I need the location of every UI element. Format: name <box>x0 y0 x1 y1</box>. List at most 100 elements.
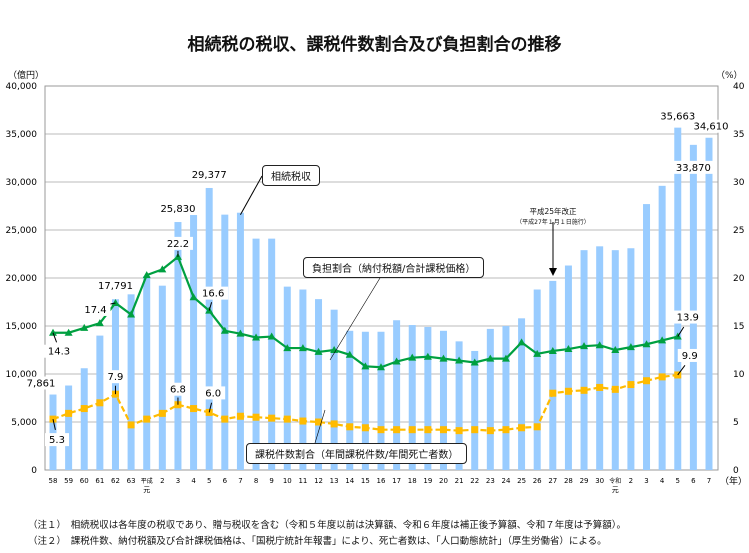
square-marker <box>658 373 666 381</box>
square-marker <box>236 412 244 420</box>
triangle-marker <box>642 340 651 348</box>
triangle-marker <box>127 310 136 318</box>
x-tick-label: 元 <box>612 486 619 494</box>
square-marker <box>564 387 572 395</box>
bar-data-label: 25,830 <box>160 204 195 215</box>
bar-data-label: 29,377 <box>192 170 227 181</box>
square-marker <box>486 427 494 435</box>
bar <box>111 299 119 470</box>
taxable-ratio-data-label: 6.8 <box>170 385 186 396</box>
square-marker <box>502 426 510 434</box>
square-marker <box>471 426 479 434</box>
bar-data-label-bg <box>690 119 732 133</box>
triangle-marker <box>611 346 620 353</box>
y-right-tick-label: 10 <box>733 370 745 380</box>
triangle-marker <box>501 354 510 362</box>
square-marker <box>283 415 291 423</box>
triangle-marker <box>439 354 448 362</box>
x-tick-label: 17 <box>392 477 401 485</box>
left-axis-unit: （億円） <box>8 71 45 81</box>
bar <box>190 206 198 470</box>
bar <box>424 326 432 470</box>
bar <box>393 320 401 470</box>
x-tick-label: 9 <box>269 477 273 485</box>
square-marker <box>518 424 526 432</box>
bar <box>65 385 73 470</box>
bar <box>127 294 135 470</box>
y-right-tick-label: 15 <box>733 322 744 332</box>
y-left-tick-label: 25,000 <box>6 226 38 236</box>
bar <box>283 286 291 470</box>
x-tick-label: 3 <box>176 477 180 485</box>
y-left-tick-label: 5,000 <box>11 418 37 428</box>
x-tick-label: 元 <box>143 486 150 494</box>
taxable-ratio-data-label-bg <box>45 433 69 447</box>
bar-data-label-bg <box>94 279 137 293</box>
square-marker <box>221 415 229 423</box>
bar <box>439 330 447 470</box>
x-tick-label: 5 <box>207 477 211 485</box>
triangle-marker <box>595 341 604 349</box>
x-tick-label: 25 <box>517 477 526 485</box>
right-axis-unit: （%） <box>716 71 743 81</box>
taxable-ratio-data-label: 5.3 <box>49 435 65 446</box>
legend-callout-tax-revenue: 相続税収 <box>262 165 320 186</box>
y-right-tick-label: 20 <box>733 274 745 284</box>
reform-annotation-sub: （平成27年１月１日施行） <box>516 219 590 226</box>
bar <box>658 185 666 470</box>
y-right-tick-label: 40 <box>733 82 745 92</box>
bar-data-label-bg <box>23 376 59 390</box>
bar-data-label: 35,663 <box>660 112 695 123</box>
bar <box>455 341 463 470</box>
triangle-marker <box>392 357 401 365</box>
x-tick-label: 12 <box>314 477 323 485</box>
bar-data-label: 7,861 <box>27 379 56 390</box>
bar <box>49 394 57 470</box>
triangle-marker <box>564 345 573 353</box>
bar <box>471 350 479 470</box>
burden-ratio-data-label-bg <box>44 344 74 358</box>
x-tick-label: 23 <box>486 477 495 485</box>
bar <box>643 204 651 470</box>
y-left-tick-label: 30,000 <box>6 178 38 188</box>
x-tick-label: 11 <box>298 477 307 485</box>
triangle-marker <box>517 338 526 346</box>
x-tick-label: 6 <box>223 477 228 485</box>
x-tick-label: 16 <box>377 477 386 485</box>
x-tick-label: 19 <box>423 477 432 485</box>
bar <box>221 214 229 470</box>
x-tick-label: 60 <box>80 477 89 485</box>
triangle-marker <box>626 343 635 351</box>
x-tick-label: 15 <box>361 477 370 485</box>
bar <box>361 331 369 470</box>
triangle-marker <box>345 350 354 358</box>
burden-ratio-data-label: 17.4 <box>84 305 106 316</box>
y-left-tick-label: 20,000 <box>6 274 38 284</box>
leader-line <box>208 302 213 311</box>
bar-data-label-bg <box>156 202 199 216</box>
x-tick-label: 59 <box>64 477 73 485</box>
bar <box>80 368 88 470</box>
chart-title: 相続税の税収、課税件数割合及び負担割合の推移 <box>187 35 562 55</box>
burden-ratio-data-label-bg <box>162 236 193 250</box>
callout-leader <box>239 175 263 215</box>
x-tick-label: 14 <box>345 477 354 485</box>
triangle-marker <box>455 356 464 364</box>
triangle-marker <box>548 346 557 354</box>
burden-ratio-data-label-bg <box>80 302 111 316</box>
bar-data-label-bg <box>188 167 231 181</box>
bar <box>174 222 182 470</box>
bar <box>596 246 604 470</box>
x-tick-label: 62 <box>111 477 120 485</box>
square-marker <box>143 415 151 423</box>
square-marker <box>80 405 88 413</box>
burden-ratio-data-label: 13.9 <box>677 313 699 324</box>
bar <box>674 127 682 471</box>
triangle-marker <box>580 342 589 350</box>
x-tick-label: 2 <box>629 477 633 485</box>
square-marker <box>455 427 463 435</box>
x-tick-label: 6 <box>691 477 696 485</box>
y-left-tick-label: 35,000 <box>6 130 38 140</box>
arrow-head-icon <box>549 268 557 276</box>
triangle-marker <box>377 363 385 371</box>
